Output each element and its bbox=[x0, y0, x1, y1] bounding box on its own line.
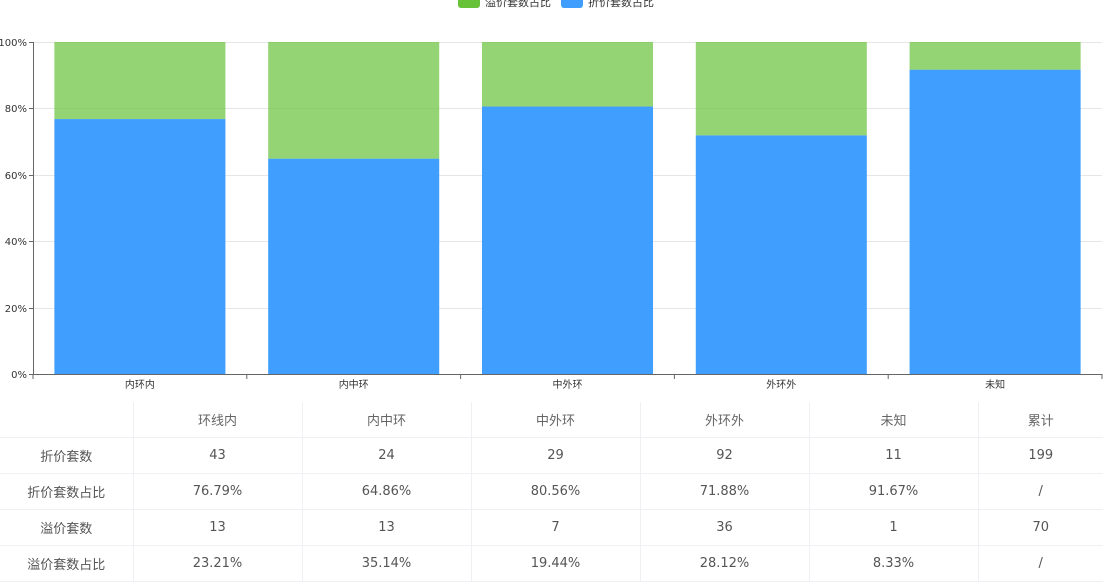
legend[interactable]: 溢价套数占比 折价套数占比 bbox=[458, 0, 654, 9]
table-cell: 70 bbox=[978, 509, 1103, 546]
table-cell: / bbox=[978, 545, 1103, 582]
table-row: 溢价套数 13 13 7 36 1 70 bbox=[0, 509, 1103, 546]
table-cell: 13 bbox=[302, 509, 472, 546]
table-header-corner bbox=[0, 402, 134, 438]
y-tick-label: 80% bbox=[5, 104, 27, 115]
bar-segment bbox=[54, 42, 226, 120]
legend-swatch bbox=[458, 0, 480, 8]
table-cell: 35.14% bbox=[302, 545, 472, 582]
row-label: 折价套数 bbox=[0, 437, 134, 474]
table-row: 溢价套数占比 23.21% 35.14% 19.44% 28.12% 8.33%… bbox=[0, 545, 1103, 582]
legend-label: 溢价套数占比 bbox=[485, 0, 551, 9]
x-tick-label: 内环内 bbox=[125, 378, 155, 391]
y-tick-label: 40% bbox=[5, 237, 27, 248]
stacked-bar-chart: 0% 20% 40% 60% 80% 100% 内环内 内中环 中外环 外环外 未知 溢价套数占比 折… bbox=[0, 0, 1103, 391]
table-cell: 8.33% bbox=[809, 545, 979, 582]
row-label: 溢价套数占比 bbox=[0, 545, 134, 582]
bar-segment bbox=[54, 119, 226, 374]
legend-label: 折价套数占比 bbox=[588, 0, 654, 9]
x-tick-label: 中外环 bbox=[553, 378, 583, 391]
table-cell: 11 bbox=[809, 437, 979, 474]
table-cell: 7 bbox=[471, 509, 641, 546]
bar-segment bbox=[481, 106, 654, 374]
bar-segment bbox=[481, 42, 654, 107]
table-cell: 36 bbox=[640, 509, 810, 546]
y-tick-label: 100% bbox=[0, 38, 27, 49]
x-tick-label: 内中环 bbox=[339, 378, 369, 391]
bar-segment bbox=[909, 69, 1081, 374]
bar-segment bbox=[695, 42, 867, 136]
chart-svg: 0% 20% 40% 60% 80% 100% 内环内 内中环 中外环 外环外 未知 溢价套数占比 折… bbox=[0, 0, 1103, 391]
row-label: 溢价套数 bbox=[0, 509, 134, 546]
table-cell: / bbox=[978, 473, 1103, 510]
table-cell: 71.88% bbox=[640, 473, 810, 510]
data-table: 环线内 内中环 中外环 外环外 未知 累计 折价套数 43 24 29 92 1… bbox=[0, 402, 1103, 582]
table-cell: 24 bbox=[302, 437, 472, 474]
table-cell: 80.56% bbox=[471, 473, 641, 510]
table-header: 外环外 bbox=[640, 402, 810, 438]
table-cell: 64.86% bbox=[302, 473, 472, 510]
bars bbox=[54, 42, 1081, 374]
table-header-row: 环线内 内中环 中外环 外环外 未知 累计 bbox=[0, 402, 1103, 438]
bar-segment bbox=[909, 42, 1081, 70]
bar-segment bbox=[268, 42, 440, 159]
table-header: 环线内 bbox=[133, 402, 303, 438]
axes: 0% 20% 40% 60% 80% 100% 内环内 内中环 中外环 外环外 未知 bbox=[0, 38, 1103, 391]
y-tick-label: 60% bbox=[5, 171, 27, 182]
bar-segment bbox=[695, 135, 867, 374]
table-cell: 1 bbox=[809, 509, 979, 546]
table-header: 中外环 bbox=[471, 402, 641, 438]
table-row: 折价套数 43 24 29 92 11 199 bbox=[0, 437, 1103, 474]
x-tick-label: 外环外 bbox=[766, 379, 796, 391]
y-tick-label: 20% bbox=[5, 304, 27, 315]
table-cell: 43 bbox=[133, 437, 303, 474]
table-cell: 76.79% bbox=[133, 473, 303, 510]
legend-swatch bbox=[561, 0, 583, 8]
table-cell: 19.44% bbox=[471, 545, 641, 582]
table-header: 累计 bbox=[978, 402, 1103, 438]
table-cell: 199 bbox=[978, 437, 1103, 474]
table-cell: 13 bbox=[133, 509, 303, 546]
table-cell: 91.67% bbox=[809, 473, 979, 510]
table-cell: 92 bbox=[640, 437, 810, 474]
table-row: 折价套数占比 76.79% 64.86% 80.56% 71.88% 91.67… bbox=[0, 473, 1103, 510]
row-label: 折价套数占比 bbox=[0, 473, 134, 510]
table-cell: 23.21% bbox=[133, 545, 303, 582]
table-cell: 28.12% bbox=[640, 545, 810, 582]
table-cell: 29 bbox=[471, 437, 641, 474]
bar-segment bbox=[268, 158, 440, 374]
table-header: 未知 bbox=[809, 402, 979, 438]
x-tick-label: 未知 bbox=[985, 378, 1005, 391]
y-tick-label: 0% bbox=[11, 370, 27, 381]
table-header: 内中环 bbox=[302, 402, 472, 438]
